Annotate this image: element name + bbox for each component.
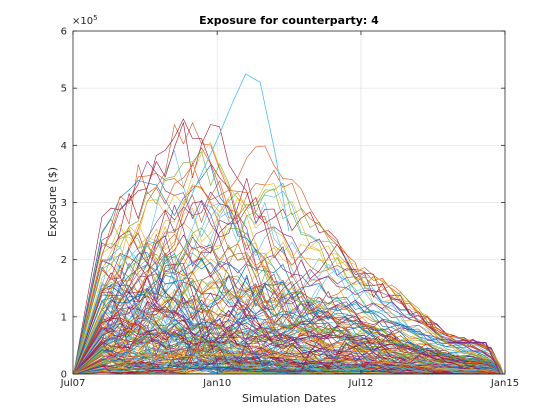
x-tick-label: Jan10 bbox=[202, 378, 231, 389]
exposure-path bbox=[73, 281, 504, 375]
exposure-path bbox=[73, 230, 504, 375]
exposure-path bbox=[73, 353, 504, 375]
exposure-path bbox=[73, 147, 504, 375]
exposure-path bbox=[73, 300, 504, 375]
exposure-path bbox=[73, 320, 504, 375]
exposure-path bbox=[73, 122, 504, 375]
exposure-path bbox=[73, 242, 504, 375]
exposure-path bbox=[73, 305, 504, 375]
y-tick-label: 6 bbox=[61, 27, 67, 38]
exposure-path bbox=[73, 228, 504, 375]
exposure-path bbox=[73, 246, 504, 375]
series-group bbox=[73, 73, 504, 375]
exposure-path bbox=[73, 258, 504, 375]
exposure-path bbox=[73, 151, 504, 375]
chart-title: Exposure for counterparty: 4 bbox=[199, 14, 379, 27]
exposure-path bbox=[73, 227, 504, 375]
ticks: Jul07 Jan10 Jul12 Jan15 0 1 2 3 4 5 6 bbox=[60, 27, 519, 390]
exposure-path bbox=[73, 366, 504, 375]
x-axis-label: Simulation Dates bbox=[242, 392, 336, 405]
tail-exposure-path bbox=[447, 342, 501, 375]
x-tick-label: Jul12 bbox=[348, 378, 374, 389]
y-tick-label: 5 bbox=[61, 84, 67, 95]
y-tick-label: 3 bbox=[61, 198, 67, 209]
exposure-path bbox=[73, 164, 504, 375]
exposure-path bbox=[73, 145, 504, 375]
exposure-path bbox=[73, 348, 504, 375]
exposure-path bbox=[73, 253, 504, 375]
y-exponent-power: 5 bbox=[93, 14, 97, 22]
y-axis-label: Exposure ($) bbox=[46, 167, 59, 237]
exposure-path bbox=[73, 292, 504, 375]
exposure-path bbox=[73, 202, 504, 375]
peak-exposure-path bbox=[187, 73, 290, 232]
y-tick-label: 0 bbox=[61, 370, 67, 381]
y-tick-label: 2 bbox=[61, 255, 67, 266]
exposure-path bbox=[73, 335, 504, 375]
y-exponent-label: ×105 bbox=[72, 14, 98, 27]
exposure-path bbox=[73, 334, 504, 375]
y-tick-label: 4 bbox=[61, 141, 67, 152]
exposure-path bbox=[73, 291, 504, 375]
exposure-path bbox=[73, 316, 504, 375]
y-exponent-base: ×10 bbox=[72, 16, 93, 27]
y-tick-label: 1 bbox=[61, 312, 67, 323]
exposure-path bbox=[73, 118, 504, 375]
exposure-path bbox=[73, 321, 504, 375]
x-tick-label: Jan15 bbox=[490, 378, 519, 389]
x-tick-label: Jul07 bbox=[60, 378, 86, 389]
exposure-path bbox=[73, 336, 504, 375]
exposure-path bbox=[73, 328, 504, 375]
exposure-path bbox=[73, 252, 504, 375]
exposure-path bbox=[73, 142, 504, 375]
